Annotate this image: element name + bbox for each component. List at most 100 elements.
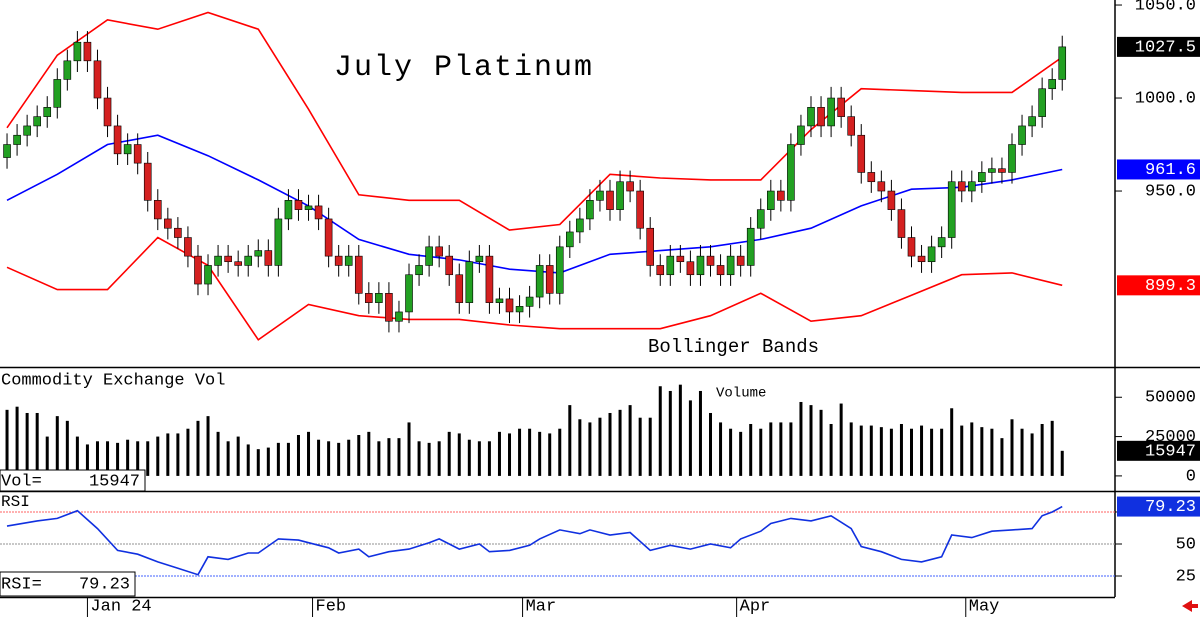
x-tick-label: Feb — [316, 597, 347, 616]
candle-body — [1018, 125, 1026, 145]
volume-bar — [548, 433, 552, 476]
volume-bar — [578, 419, 582, 476]
y-tick-label: 1050.0 — [1135, 0, 1196, 16]
volume-bar — [668, 390, 672, 476]
candle-body — [1048, 79, 1056, 90]
candle-body — [254, 250, 263, 257]
volume-bar — [25, 412, 29, 476]
volume-bar — [618, 409, 622, 476]
bollinger-band — [6, 236, 1063, 341]
y-tick-label: 50000 — [1145, 389, 1196, 408]
volume-bar — [729, 428, 733, 476]
candle-body — [666, 255, 675, 276]
chart-title: July Platinum — [334, 51, 594, 85]
volume-bar — [558, 428, 562, 476]
volume-bar — [568, 405, 572, 476]
volume-bar — [980, 427, 984, 476]
volume-bar — [196, 420, 200, 476]
candle-body — [485, 255, 494, 303]
candle-body — [113, 125, 122, 155]
volume-bar — [327, 441, 331, 476]
candle-body — [174, 227, 182, 238]
volume-bar — [819, 409, 823, 476]
candle-body — [73, 41, 82, 62]
volume-bar — [608, 412, 612, 476]
readout-value: 79.23 — [79, 575, 130, 594]
candle-body — [545, 265, 554, 294]
volume-bar — [347, 439, 351, 476]
candle-body — [284, 200, 293, 220]
volume-bar — [869, 425, 873, 476]
candle-body — [143, 162, 152, 201]
candle-body — [777, 190, 785, 201]
volume-bar — [779, 422, 783, 476]
bollinger-band — [6, 134, 1063, 274]
volume-bar — [437, 441, 441, 476]
candle-body — [395, 311, 403, 322]
last-value-box — [1117, 36, 1200, 57]
candle-body — [495, 298, 504, 303]
volume-bar — [508, 433, 512, 476]
candle-body — [324, 218, 333, 257]
candle-body — [897, 209, 906, 238]
candle-body — [877, 181, 886, 192]
candle-body — [304, 205, 313, 210]
volume-bar — [789, 422, 793, 476]
candle-body — [103, 97, 112, 127]
volume-bar — [45, 436, 49, 476]
x-tick-label: Apr — [740, 597, 771, 616]
volume-bar — [1010, 419, 1014, 476]
candle-body — [676, 255, 685, 263]
y-tick-label: 950.0 — [1145, 183, 1196, 202]
volume-bar — [286, 442, 290, 476]
y-tick-label: 0 — [1186, 467, 1196, 486]
volume-bar — [759, 428, 763, 476]
volume-bar — [377, 441, 381, 476]
candle-body — [817, 107, 825, 127]
last-value-label: 899.3 — [1145, 277, 1196, 296]
candle-body — [787, 144, 795, 201]
volume-bar — [266, 447, 270, 476]
volume-bar — [769, 422, 773, 476]
candle-body — [686, 261, 695, 276]
candle-body — [967, 181, 976, 192]
candle-body — [83, 41, 92, 62]
volume-bar — [628, 405, 632, 476]
candle-body — [375, 293, 383, 303]
scroll-arrow-icon — [1182, 600, 1198, 612]
readout-label: Vol= — [1, 472, 42, 491]
volume-bar — [116, 442, 120, 476]
candle-body — [606, 190, 614, 210]
x-tick-label: May — [969, 597, 1000, 616]
volume-bar — [457, 433, 461, 476]
volume-bar — [909, 428, 913, 476]
volume-bar — [156, 436, 160, 476]
volume-bar — [688, 400, 692, 476]
candle-body — [988, 168, 996, 173]
volume-bar — [990, 428, 994, 476]
x-tick-label: Mar — [526, 597, 557, 616]
volume-bar — [226, 441, 230, 476]
candle-body — [93, 60, 102, 99]
last-value-label: 1027.5 — [1135, 38, 1196, 57]
candle-body — [244, 255, 253, 266]
candle-body — [1038, 88, 1046, 117]
candle-body — [13, 134, 21, 145]
last-value-label: 961.6 — [1145, 161, 1196, 180]
volume-bar — [940, 428, 944, 476]
candle-body — [756, 209, 765, 229]
candle-body — [294, 200, 303, 210]
volume-bar — [75, 436, 79, 476]
candle-body — [656, 265, 665, 276]
candle-body — [1028, 116, 1036, 127]
volume-bar — [809, 405, 813, 476]
volume-bar — [477, 441, 481, 476]
candle-body — [566, 231, 574, 248]
candle-body — [33, 116, 41, 127]
candle-body — [194, 255, 202, 285]
candle-body — [385, 293, 393, 322]
volume-bar — [648, 417, 652, 476]
volume-bar — [899, 423, 903, 476]
